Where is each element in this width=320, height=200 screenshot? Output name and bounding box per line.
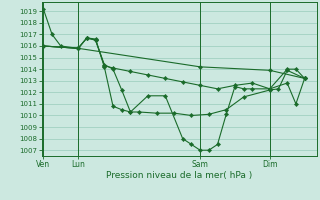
X-axis label: Pression niveau de la mer( hPa ): Pression niveau de la mer( hPa ) [106,171,252,180]
